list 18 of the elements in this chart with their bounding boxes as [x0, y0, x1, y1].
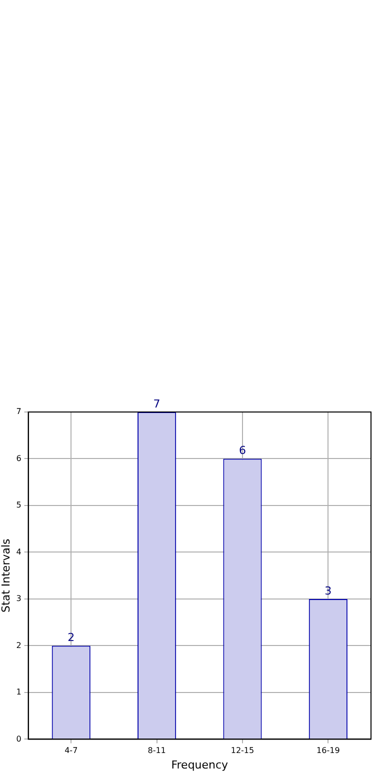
y-tick-label: 5: [16, 500, 22, 510]
x-tick-label: 8-11: [148, 746, 166, 756]
y-tick-label: 3: [16, 594, 22, 604]
y-tick-label: 0: [16, 734, 22, 744]
y-tick-label: 2: [16, 640, 22, 650]
data-label: 3: [324, 584, 332, 598]
data-label: 2: [68, 631, 75, 644]
data-label: 7: [153, 397, 160, 410]
x-tick-label: 4-7: [64, 746, 78, 756]
y-axis-title: Stat Intervals: [0, 538, 12, 612]
data-label: 6: [238, 444, 246, 458]
y-tick-label: 7: [16, 407, 22, 416]
x-tick-label: 16-19: [316, 746, 340, 756]
y-tick-label: 6: [16, 454, 22, 463]
y-tick-label: 4: [16, 547, 22, 556]
x-tick-label: 12-15: [230, 746, 254, 756]
y-tick-label: 1: [16, 688, 22, 697]
x-axis-title: Frequency: [171, 758, 229, 772]
